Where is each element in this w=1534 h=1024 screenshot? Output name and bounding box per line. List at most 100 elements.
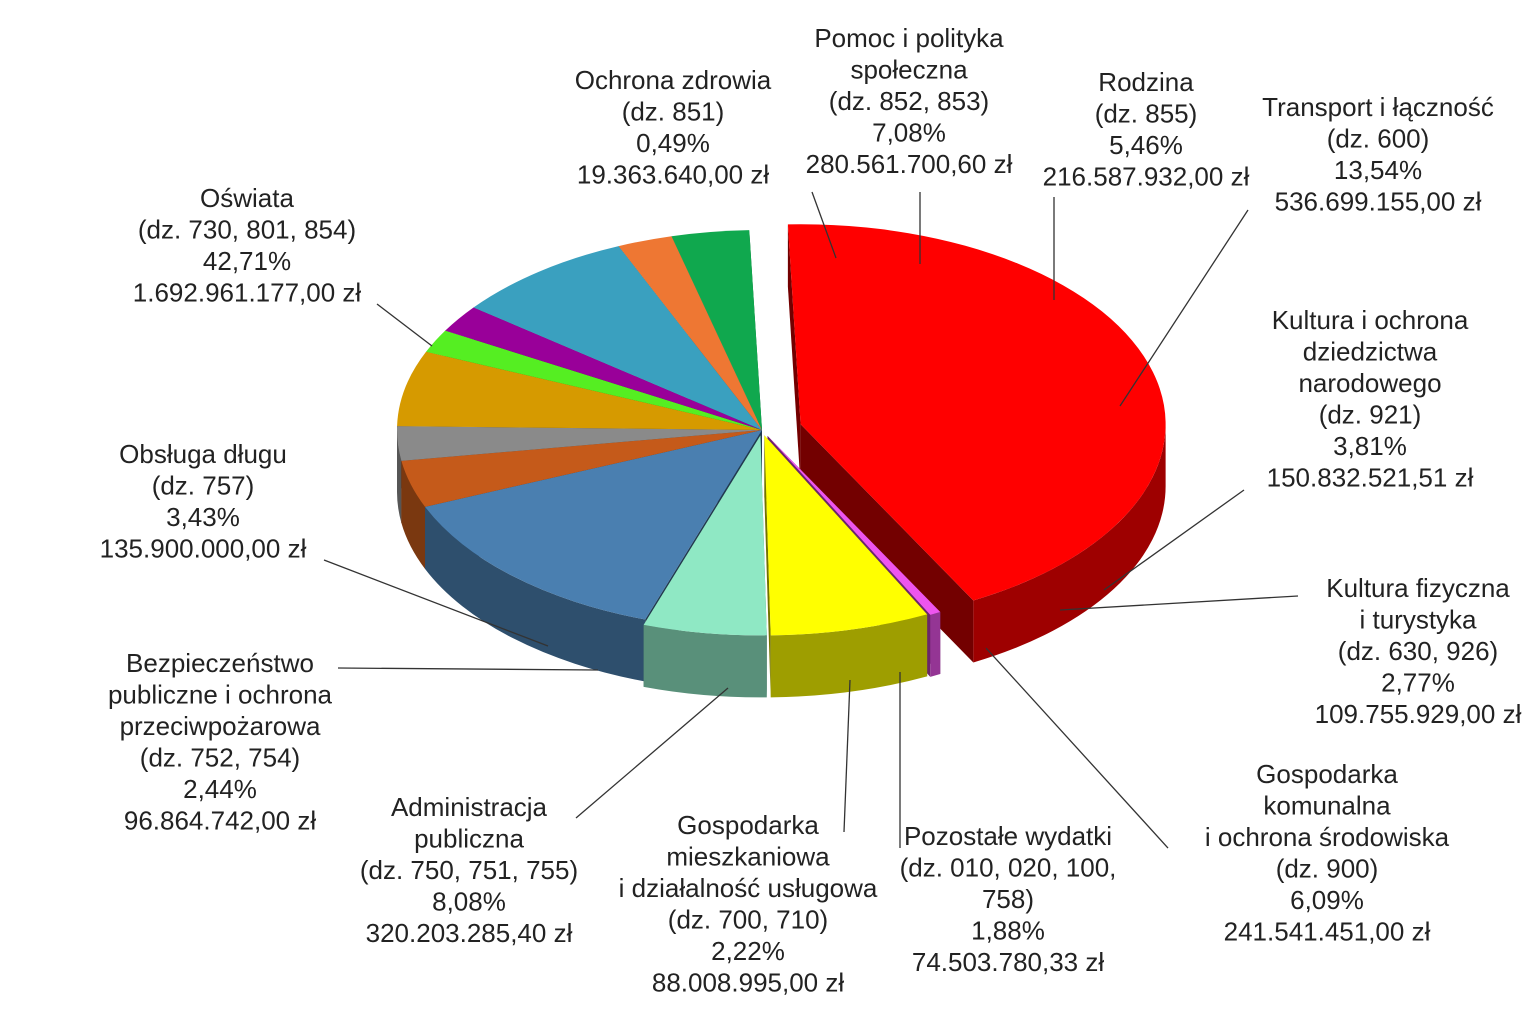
- data-label-line: 241.541.451,00 zł: [1224, 917, 1431, 947]
- data-label-line: 320.203.285,40 zł: [366, 918, 573, 948]
- data-label-line: 280.561.700,60 zł: [806, 149, 1013, 179]
- data-label-line: przeciwpożarowa: [120, 711, 321, 741]
- data-label-line: Rodzina: [1098, 67, 1194, 97]
- data-label-line: i działalność usługowa: [619, 873, 878, 903]
- data-label-line: (dz. 700, 710): [668, 905, 828, 935]
- data-label-gospodarka-mieszkaniowa-i-dzia-alno-us-ugowa: Gospodarka mieszkaniowa i działalność usłu…: [619, 810, 878, 998]
- slice-outer-face: [425, 506, 646, 682]
- leader-line-gospodarka-komunalna-i-ochrona-rodowiska: [985, 647, 1169, 849]
- leader-line-kultura-fizyczna-i-turystyka: [1059, 595, 1299, 611]
- leader-line-kultura-i-ochrona-dziedzictwa-narodowego: [1103, 489, 1245, 591]
- data-label-line: Gospodarka: [1256, 759, 1398, 789]
- leader-line-administracja-publiczna: [575, 687, 729, 819]
- data-label-gospodarka-komunalna-i-ochrona-rodowiska: Gospodarka komunalna i ochrona środowiska(…: [1205, 759, 1450, 947]
- data-label-line: 8,08%: [432, 887, 506, 917]
- data-label-line: Gospodarka: [677, 810, 819, 840]
- slice-radial-face: [764, 435, 771, 698]
- data-label-line: 3,43%: [166, 502, 240, 532]
- slice-pozosta-e-wydatki: [426, 330, 762, 430]
- data-label-line: (dz. 750, 751, 755): [360, 855, 578, 885]
- data-label-line: (dz. 757): [152, 471, 255, 501]
- data-label-line: Bezpieczeństwo: [126, 648, 314, 678]
- data-label-line: publiczna: [414, 824, 524, 854]
- leader-line-transport-i-czno-: [1119, 209, 1249, 407]
- data-label-line: 2,44%: [183, 774, 257, 804]
- data-label-line: (dz. 921): [1319, 400, 1422, 430]
- data-label-kultura-fizyczna-i-turystyka: Kultura fizyczna i turystyka (dz. 630, 926…: [1315, 573, 1522, 729]
- slice-outer-face: [643, 624, 767, 698]
- data-label-line: 216.587.932,00 zł: [1043, 162, 1250, 192]
- data-label-ochrona-zdrowia: Ochrona zdrowia (dz. 851) 0,49% 19.363.640,…: [575, 65, 772, 190]
- data-label-line: 6,09%: [1290, 885, 1364, 915]
- data-label-line: (dz. 010, 020, 100,: [900, 853, 1117, 883]
- data-label-line: 19.363.640,00 zł: [577, 160, 769, 190]
- data-label-line: Kultura i ochrona: [1272, 305, 1469, 335]
- slice-ochrona-zdrowia: [767, 435, 941, 615]
- data-label-line: narodowego: [1298, 368, 1441, 398]
- data-label-line: Kultura fizyczna: [1326, 573, 1510, 603]
- slice-kultura-i-ochrona-dziedzictwa-narodowego: [401, 430, 762, 507]
- data-label-line: 758): [982, 884, 1034, 914]
- data-label-line: 88.008.995,00 zł: [652, 968, 844, 998]
- data-label-rodzina: Rodzina (dz. 855) 5,46% 216.587.932,00 zł: [1043, 67, 1250, 192]
- leader-line-gospodarka-mieszkaniowa-i-dzia-alno-us-ugowa: [843, 679, 851, 833]
- data-label-line: (dz. 852, 853): [829, 86, 989, 116]
- data-label-pomoc-i-polityka-spo-eczna: Pomoc i polityka społeczna (dz. 852, 853) 7…: [806, 23, 1013, 179]
- data-label-line: 109.755.929,00 zł: [1315, 699, 1522, 729]
- slice-pomoc-i-polityka-spo-eczna: [764, 435, 928, 636]
- data-labels: Oświata (dz. 730, 801, 854) 42,71% 1.692.96…: [100, 23, 1522, 998]
- data-label-line: 3,81%: [1333, 431, 1407, 461]
- data-label-obs-uga-d-ugu: Obsługa długu (dz. 757) 3,43% 135.900.000,0…: [100, 439, 307, 564]
- data-label-line: Administracja: [391, 792, 548, 822]
- data-label-administracja-publiczna: Administracja publiczna (dz. 750, 751, 755…: [360, 792, 578, 948]
- data-label-line: (dz. 752, 754): [140, 743, 300, 773]
- data-label-line: 1.692.961.177,00 zł: [133, 278, 362, 308]
- data-label-line: (dz. 730, 801, 854): [138, 215, 356, 245]
- data-label-line: 42,71%: [203, 246, 291, 276]
- slice-gospodarka-komunalna-i-ochrona-rodowiska: [397, 351, 762, 430]
- data-label-line: (dz. 900): [1276, 854, 1379, 884]
- data-label-line: 0,49%: [636, 128, 710, 158]
- data-label-line: mieszkaniowa: [666, 842, 830, 872]
- data-label-line: (dz. 851): [622, 97, 725, 127]
- data-label-line: społeczna: [850, 55, 968, 85]
- pie-top-layer: [397, 224, 1166, 636]
- slice-outer-face: [930, 612, 941, 677]
- slice-administracja-publiczna: [473, 246, 762, 430]
- data-label-line: 7,08%: [872, 118, 946, 148]
- data-label-line: 5,46%: [1109, 130, 1183, 160]
- data-label-line: 74.503.780,33 zł: [912, 947, 1104, 977]
- data-label-line: 150.832.521,51 zł: [1267, 463, 1474, 493]
- data-label-pozosta-e-wydatki: Pozostałe wydatki (dz. 010, 020, 100, 758)…: [900, 821, 1117, 977]
- slice-outer-face: [401, 460, 426, 569]
- leader-line-bezpiecze-stwo-publiczne-i-ochrona-przeciwpo-arowa: [337, 667, 599, 671]
- slice-bezpiecze-stwo-publiczne-i-ochrona-przeciwpo-arowa: [618, 236, 762, 430]
- slice-outer-face: [770, 614, 928, 698]
- slice-outer-face: [397, 430, 402, 523]
- leader-line-obs-uga-d-ugu: [323, 559, 549, 647]
- data-label-line: Pomoc i polityka: [814, 23, 1004, 53]
- slice-obs-uga-d-ugu: [671, 230, 762, 430]
- slice-radial-face: [787, 224, 801, 487]
- data-label-line: Transport i łączność: [1262, 92, 1494, 122]
- data-label-line: 1,88%: [971, 916, 1045, 946]
- data-label-o-wiata: Oświata (dz. 730, 801, 854) 42,71% 1.692.96…: [133, 183, 362, 308]
- data-label-line: 536.699.155,00 zł: [1275, 187, 1482, 217]
- data-label-line: dziedzictwa: [1303, 337, 1438, 367]
- leader-line-ochrona-zdrowia: [811, 191, 837, 259]
- slice-rodzina: [643, 435, 767, 636]
- data-label-line: Ochrona zdrowia: [575, 65, 772, 95]
- slice-outer-face: [973, 424, 1166, 663]
- data-label-line: 135.900.000,00 zł: [100, 534, 307, 564]
- data-label-kultura-i-ochrona-dziedzictwa-narodowego: Kultura i ochrona dziedzictwa narodowego (d…: [1267, 305, 1474, 493]
- leader-line-o-wiata: [376, 303, 433, 347]
- data-label-line: 2,77%: [1381, 668, 1455, 698]
- data-label-transport-i-czno-: Transport i łączność (dz. 600) 13,54% 536.6…: [1262, 92, 1494, 217]
- data-label-line: Oświata: [200, 183, 294, 213]
- data-label-line: Pozostałe wydatki: [904, 821, 1112, 851]
- data-label-line: i ochrona środowiska: [1205, 822, 1450, 852]
- data-label-line: (dz. 630, 926): [1338, 636, 1498, 666]
- slice-transport-i-czno-: [425, 430, 762, 620]
- data-label-line: (dz. 600): [1327, 124, 1430, 154]
